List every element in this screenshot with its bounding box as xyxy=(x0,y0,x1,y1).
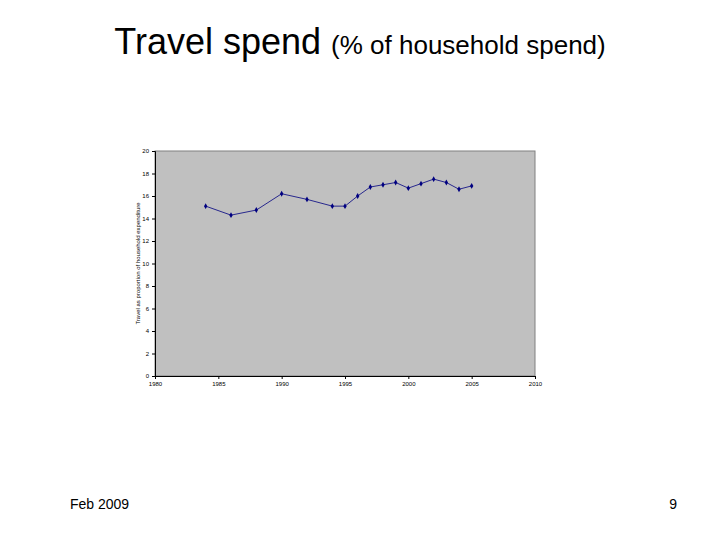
tick-mark xyxy=(152,354,155,355)
tick-label: 18 xyxy=(142,171,149,177)
marker xyxy=(407,185,410,191)
tick-label: 16 xyxy=(142,193,149,199)
title: Travel spend xyxy=(114,21,321,62)
marker xyxy=(255,207,258,213)
footer-date: Feb 2009 xyxy=(70,496,129,512)
tick-label: 2005 xyxy=(465,381,479,387)
tick: 4 xyxy=(146,328,155,334)
tick: 2000 xyxy=(402,376,416,387)
tick-mark xyxy=(152,376,155,377)
tick-mark xyxy=(535,376,536,379)
marker xyxy=(204,203,207,209)
tick-mark xyxy=(152,264,155,265)
axis-line xyxy=(156,377,536,380)
tick-label: 1990 xyxy=(275,381,289,387)
marker xyxy=(369,184,372,190)
tick-mark xyxy=(152,174,155,175)
tick-label: 1985 xyxy=(212,381,226,387)
tick: 20 xyxy=(142,148,155,154)
tick-mark xyxy=(152,309,155,310)
slide: Travel spend (% of household spend) Feb 20… xyxy=(0,0,720,540)
marker xyxy=(280,191,283,197)
tick: 18 xyxy=(142,171,155,177)
tick: 8 xyxy=(146,283,155,289)
tick: 2010 xyxy=(529,376,543,387)
tick-label: 2000 xyxy=(402,381,416,387)
tick-label: 4 xyxy=(146,328,150,334)
tick-mark xyxy=(152,219,155,220)
tick-label: 8 xyxy=(146,283,150,289)
tick-label: 12 xyxy=(142,238,149,244)
title-line: Travel spend (% of household spend) xyxy=(114,21,605,62)
marker xyxy=(331,203,334,209)
plot-area xyxy=(155,151,535,376)
marker xyxy=(419,181,422,187)
marker xyxy=(381,182,384,188)
marker xyxy=(305,196,308,202)
tick-mark xyxy=(218,376,219,379)
marker xyxy=(457,186,460,192)
marker xyxy=(343,203,346,209)
tick-mark xyxy=(152,241,155,242)
line xyxy=(206,179,472,215)
tick-label: 1995 xyxy=(339,381,353,387)
tick: 1985 xyxy=(212,376,226,387)
page-number: 9 xyxy=(669,496,677,512)
series xyxy=(204,176,473,218)
tick: 1990 xyxy=(275,376,289,387)
tick: 6 xyxy=(146,306,155,312)
tick: 10 xyxy=(142,261,155,267)
marker xyxy=(470,183,473,189)
tick: 2 xyxy=(146,351,155,357)
marker xyxy=(445,180,448,186)
tick-mark xyxy=(152,151,155,152)
tick-mark xyxy=(152,331,155,332)
tick-label: 10 xyxy=(142,261,149,267)
tick-label: 2 xyxy=(146,351,150,357)
tick: 0 xyxy=(146,373,155,379)
tick-label: 6 xyxy=(146,306,150,312)
tick: 16 xyxy=(142,193,155,199)
marker xyxy=(356,193,359,199)
tick-mark xyxy=(282,376,283,379)
tick-label: 1980 xyxy=(149,381,163,387)
tick: 2005 xyxy=(465,376,479,387)
tick-mark xyxy=(152,196,155,197)
tick-mark xyxy=(472,376,473,379)
tick: 1995 xyxy=(339,376,353,387)
tick-label: 0 xyxy=(146,373,150,379)
tick-mark xyxy=(408,376,409,379)
marker xyxy=(432,176,435,182)
tick-label: 20 xyxy=(142,148,149,154)
marker xyxy=(229,212,232,218)
x-axis: 1980 1985 1990 1995 2000 2005 2010 xyxy=(149,376,543,387)
axis-line xyxy=(152,152,156,377)
y-axis-title: Travel as proportion of household expend… xyxy=(135,202,141,325)
tick-mark xyxy=(152,286,155,287)
tick-mark xyxy=(345,376,346,379)
subtitle: (% of household spend) xyxy=(331,30,606,60)
y-axis: 0 2 4 6 8 10 12 14 16 18 20 xyxy=(142,148,155,379)
marker xyxy=(394,180,397,186)
tick-label: 2010 xyxy=(529,381,543,387)
tick: 14 xyxy=(142,216,155,222)
tick: 12 xyxy=(142,238,155,244)
tick-label: 14 xyxy=(142,216,149,222)
tick: 1980 xyxy=(149,376,163,387)
